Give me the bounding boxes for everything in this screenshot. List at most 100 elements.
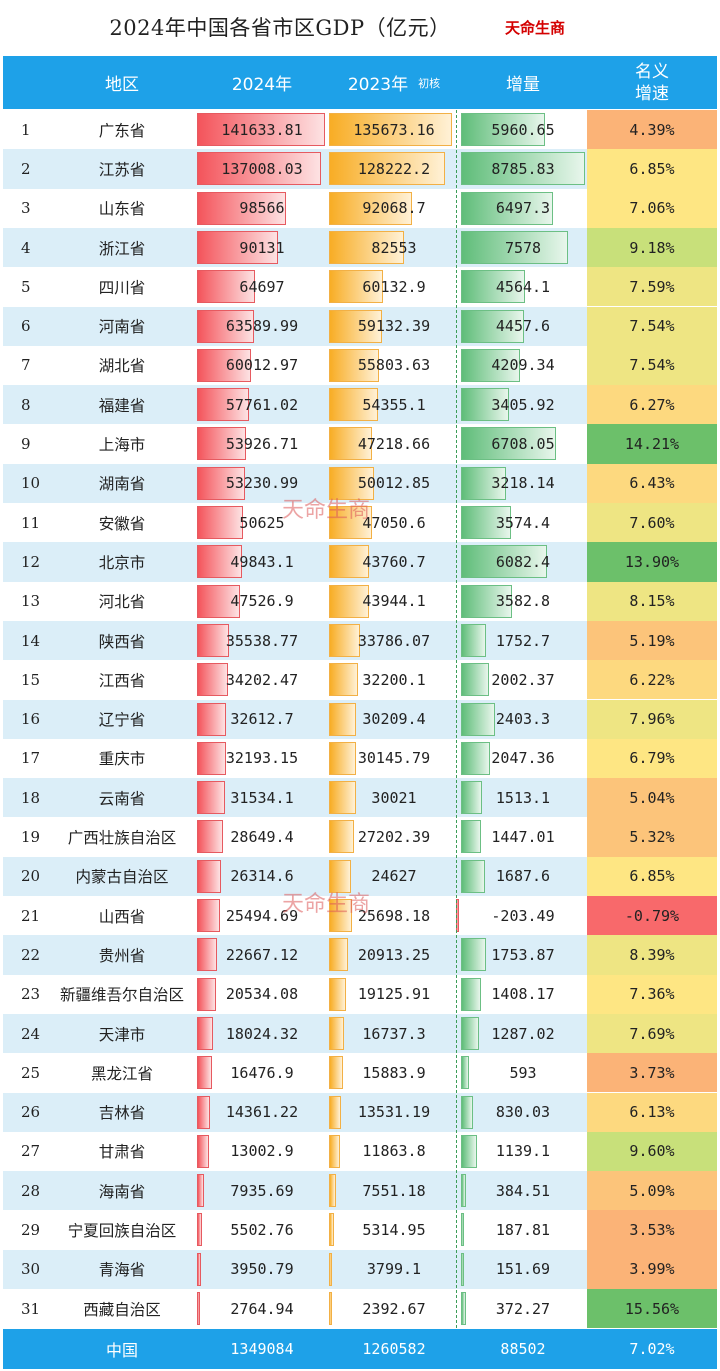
bar-increase — [461, 506, 512, 539]
bar-increase — [461, 388, 510, 422]
value-increase-cell: 830.03 — [461, 1093, 585, 1132]
rank-cell: 24 — [21, 1024, 41, 1043]
rank-cell: 26 — [21, 1103, 41, 1122]
value-2024: 32193.15 — [225, 749, 299, 768]
value-2024: 98566 — [239, 199, 285, 218]
growth-cell: 6.43% — [587, 463, 717, 503]
value-increase-cell: 1139.1 — [461, 1132, 585, 1171]
value-increase-cell: 187.81 — [461, 1210, 585, 1249]
value-2023-cell: 19125.91 — [329, 975, 459, 1014]
value-2023-cell: 60132.9 — [329, 267, 459, 306]
value-increase: 4209.34 — [491, 356, 555, 375]
table-row: 30 青海省 3950.79 3799.1 151.69 3.99% — [3, 1249, 717, 1289]
bar-2024 — [197, 309, 255, 343]
bar-2024 — [197, 506, 243, 539]
value-increase: 1408.17 — [491, 985, 555, 1004]
value-2024-cell: 28649.4 — [197, 817, 327, 856]
value-2024: 47526.9 — [230, 592, 294, 611]
bar-2023 — [329, 1016, 345, 1050]
value-increase: 830.03 — [495, 1103, 551, 1122]
value-increase: 7578 — [504, 238, 542, 257]
value-2024-cell: 35538.77 — [197, 621, 327, 660]
value-growth: 7.60% — [629, 513, 675, 532]
bar-increase — [461, 1016, 480, 1050]
table-row: 26 吉林省 14361.22 13531.19 830.03 6.13% — [3, 1092, 717, 1132]
bar-2023 — [329, 899, 353, 932]
bar-2023 — [329, 938, 348, 972]
growth-cell: 7.54% — [587, 306, 717, 346]
value-growth: 7.06% — [629, 199, 675, 218]
table-row: 15 江西省 34202.47 32200.1 2002.37 6.22% — [3, 660, 717, 700]
value-2024-cell: 3950.79 — [197, 1250, 327, 1289]
rank-cell: 31 — [21, 1299, 41, 1318]
rank-cell: 19 — [21, 828, 41, 847]
value-growth: 3.99% — [629, 1260, 675, 1279]
value-growth: 9.60% — [629, 1142, 675, 1161]
growth-cell: 5.09% — [587, 1171, 717, 1211]
value-2023: 2392.67 — [362, 1299, 426, 1318]
bar-2024 — [197, 899, 221, 932]
bar-2023 — [329, 191, 413, 225]
rank-cell: 9 — [21, 435, 31, 454]
value-2023-cell: 30209.4 — [329, 700, 459, 739]
value-increase-cell: 384.51 — [461, 1171, 585, 1210]
growth-cell: 3.53% — [587, 1210, 717, 1250]
value-2024-cell: 90131 — [197, 228, 327, 267]
bar-increase — [461, 702, 495, 736]
table-row: 17 重庆市 32193.15 30145.79 2047.36 6.79% — [3, 738, 717, 779]
growth-cell: 5.04% — [587, 778, 717, 818]
value-2023-cell: 2392.67 — [329, 1289, 459, 1328]
bar-2023 — [329, 545, 369, 579]
table-row: 16 辽宁省 32612.7 30209.4 2403.3 7.96% — [3, 699, 717, 739]
value-2024: 7935.69 — [230, 1181, 294, 1200]
value-growth: 3.73% — [629, 1063, 675, 1082]
value-2024-cell: 57761.02 — [197, 385, 327, 424]
total-2024: 1349084 — [197, 1329, 327, 1369]
value-2024: 14361.22 — [225, 1103, 299, 1122]
value-increase-cell: 3218.14 — [461, 464, 585, 503]
table-row: 27 甘肃省 13002.9 11863.8 1139.1 9.60% — [3, 1131, 717, 1172]
value-increase: -203.49 — [491, 906, 555, 925]
rank-cell: 30 — [21, 1260, 41, 1279]
value-growth: 7.69% — [629, 1024, 675, 1043]
value-increase: 1753.87 — [491, 945, 555, 964]
value-2023-cell: 43944.1 — [329, 582, 459, 621]
value-growth: 6.43% — [629, 474, 675, 493]
value-increase: 6082.4 — [495, 552, 551, 571]
value-2023-cell: 135673.16 — [329, 110, 459, 149]
increase-zero-axis — [456, 110, 457, 1328]
value-increase: 6497.3 — [495, 199, 551, 218]
bar-2024 — [197, 348, 252, 382]
bar-increase — [461, 545, 547, 579]
region-cell: 陕西省 — [98, 632, 146, 651]
value-2024-cell: 53926.71 — [197, 424, 327, 463]
table-row: 18 云南省 31534.1 30021 1513.1 5.04% — [3, 778, 717, 818]
value-growth: 9.18% — [629, 238, 675, 257]
region-cell: 甘肃省 — [98, 1143, 146, 1162]
value-increase-cell: 372.27 — [461, 1289, 585, 1328]
bar-2024 — [197, 388, 250, 422]
bar-increase — [461, 859, 485, 893]
table-row: 21 山西省 25494.69 25698.18 -203.49 -0.79% — [3, 896, 717, 936]
value-increase-cell: 7578 — [461, 228, 585, 267]
bar-2023 — [329, 663, 359, 697]
bar-2023 — [329, 820, 354, 854]
growth-cell: 5.19% — [587, 620, 717, 661]
value-increase: 3218.14 — [491, 474, 555, 493]
bar-increase — [461, 977, 481, 1011]
bar-increase — [461, 113, 546, 146]
bar-2024 — [197, 427, 246, 461]
value-2023: 19125.91 — [357, 985, 431, 1004]
value-increase: 1139.1 — [495, 1142, 551, 1161]
growth-cell: 6.85% — [587, 149, 717, 189]
value-increase-cell: 3582.8 — [461, 582, 585, 621]
bar-increase — [461, 1213, 464, 1247]
value-2023: 30145.79 — [357, 749, 431, 768]
bar-2023 — [329, 781, 357, 815]
value-increase-cell: 1687.6 — [461, 857, 585, 896]
value-2023-cell: 27202.39 — [329, 817, 459, 856]
column-header-growth: 名义 增速 — [587, 56, 717, 109]
rank-cell: 23 — [21, 985, 41, 1004]
value-2023-cell: 16737.3 — [329, 1014, 459, 1053]
value-2023: 43944.1 — [362, 592, 426, 611]
